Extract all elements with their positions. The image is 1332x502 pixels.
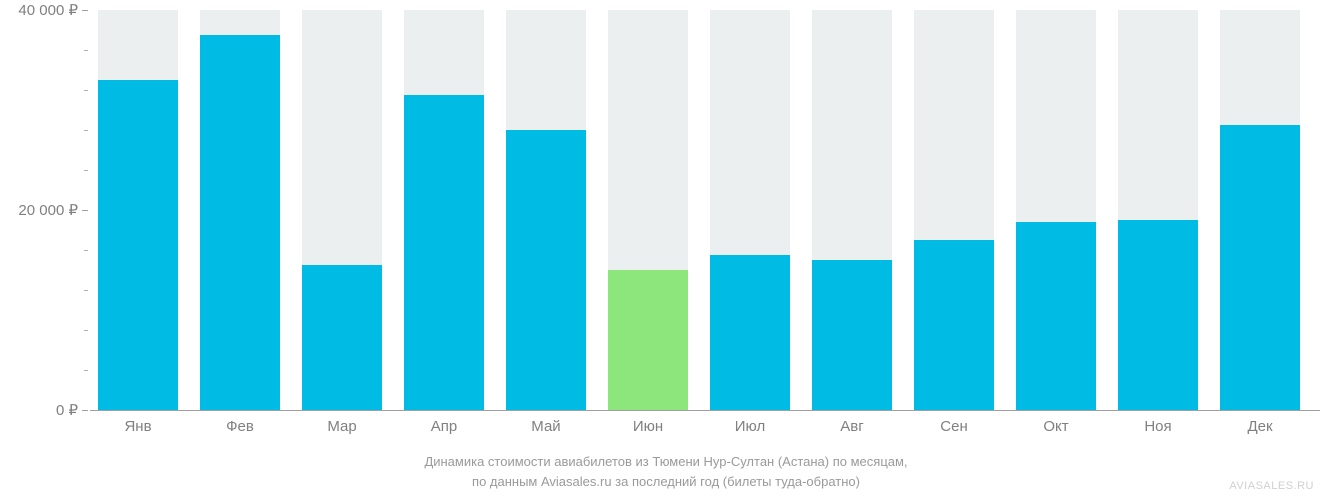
y-minor-tick [84, 50, 88, 51]
bar-Окт [1016, 10, 1096, 410]
bar-Июл [710, 10, 790, 410]
bar-value [812, 260, 892, 410]
bar-Мар [302, 10, 382, 410]
bar-value [1118, 220, 1198, 410]
x-tick-label: Апр [431, 418, 457, 435]
x-tick-label: Июл [735, 418, 765, 435]
bar-value [914, 240, 994, 410]
bar-value [200, 35, 280, 410]
bar-Авг [812, 10, 892, 410]
y-minor-tick [84, 90, 88, 91]
y-minor-tick [84, 290, 88, 291]
bar-Сен [914, 10, 994, 410]
y-tick-mark [82, 210, 88, 211]
bar-value [608, 270, 688, 410]
price-chart: 0 ₽20 000 ₽40 000 ₽ Динамика стоимости а… [0, 0, 1332, 502]
bar-Июн [608, 10, 688, 410]
x-tick-label: Мар [327, 418, 356, 435]
bar-value [506, 130, 586, 410]
y-tick-label: 40 000 ₽ [18, 1, 78, 19]
bar-value [1220, 125, 1300, 410]
x-tick-label: Ноя [1144, 418, 1171, 435]
x-tick-label: Авг [840, 418, 863, 435]
x-axis-line [90, 410, 1320, 411]
bar-value [404, 95, 484, 410]
x-tick-label: Фев [226, 418, 254, 435]
bar-Фев [200, 10, 280, 410]
x-tick-label: Июн [633, 418, 663, 435]
bar-value [98, 80, 178, 410]
y-minor-tick [84, 170, 88, 171]
y-minor-tick [84, 250, 88, 251]
y-minor-tick [84, 130, 88, 131]
caption-line-2: по данным Aviasales.ru за последний год … [0, 474, 1332, 489]
y-tick-mark [82, 10, 88, 11]
watermark: AVIASALES.RU [1229, 480, 1314, 492]
y-minor-tick [84, 330, 88, 331]
bar-Янв [98, 10, 178, 410]
bar-Май [506, 10, 586, 410]
bar-Дек [1220, 10, 1300, 410]
bar-Ноя [1118, 10, 1198, 410]
plot-area [90, 10, 1320, 410]
x-tick-label: Май [531, 418, 560, 435]
y-axis: 0 ₽20 000 ₽40 000 ₽ [0, 10, 90, 410]
x-tick-label: Окт [1043, 418, 1068, 435]
bar-value [1016, 222, 1096, 410]
y-minor-tick [84, 370, 88, 371]
bar-value [710, 255, 790, 410]
y-tick-label: 20 000 ₽ [18, 201, 78, 219]
caption-line-1: Динамика стоимости авиабилетов из Тюмени… [0, 454, 1332, 469]
x-tick-label: Дек [1247, 418, 1272, 435]
y-tick-label: 0 ₽ [56, 401, 78, 419]
bar-value [302, 265, 382, 410]
bar-Апр [404, 10, 484, 410]
y-tick-mark [82, 410, 88, 411]
x-tick-label: Янв [124, 418, 151, 435]
x-tick-label: Сен [940, 418, 967, 435]
